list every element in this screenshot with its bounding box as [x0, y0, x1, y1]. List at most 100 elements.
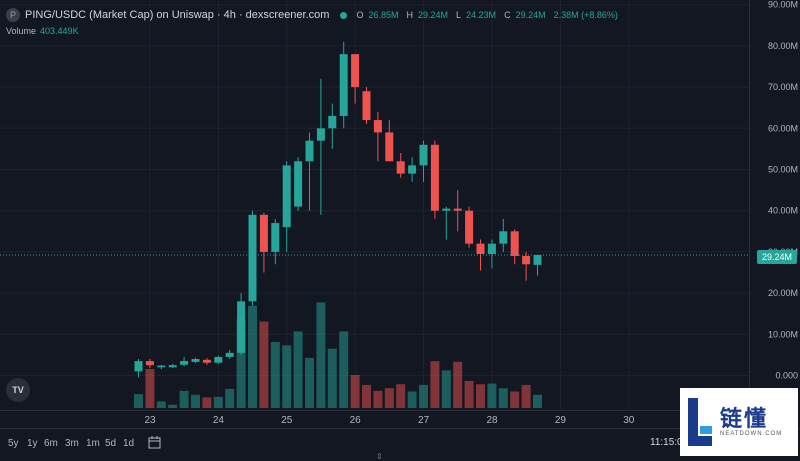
timeframe-1d-button[interactable]: 1d	[123, 438, 135, 449]
time-tick-label: 30	[623, 415, 635, 426]
volume-bar	[145, 369, 155, 408]
volume-bar	[168, 404, 178, 408]
volume-bar	[179, 390, 189, 408]
candle-body	[134, 361, 143, 372]
volume-bar	[419, 384, 428, 408]
time-tick-label: 24	[213, 415, 225, 426]
price-tick-label: 20.00M	[768, 288, 798, 298]
volume-bar	[487, 383, 497, 408]
candle-body	[362, 91, 371, 121]
volume-bar	[305, 357, 314, 408]
token-logo-icon: P	[6, 8, 20, 22]
high-value: 29.24M	[417, 10, 449, 20]
volume-bar	[350, 375, 360, 408]
change-value: 2.38M (+8.86%)	[553, 10, 618, 20]
candles	[134, 41, 542, 378]
price-tick-label: 0.000	[775, 371, 798, 381]
high-label: H	[406, 10, 413, 20]
price-tick-label: 70.00M	[768, 82, 798, 92]
candle-body	[351, 54, 360, 88]
volume-bar	[202, 397, 212, 408]
volume-bar	[521, 384, 531, 408]
timeframe-1m-button[interactable]: 1m	[86, 438, 100, 449]
price-tick-label: 10.00M	[768, 329, 798, 339]
candle-body	[259, 214, 268, 252]
candle-body	[305, 140, 314, 162]
timeframe-3m-button[interactable]: 3m	[65, 438, 79, 449]
candle-body	[225, 352, 234, 357]
price-tick-label: 40.00M	[768, 206, 798, 216]
time-axis[interactable]: 23 24 25 26 27 28 29 30	[0, 410, 749, 428]
volume-bar	[430, 361, 440, 408]
candle-body	[499, 231, 508, 244]
timeframe-1y-button[interactable]: 1y	[27, 438, 38, 449]
volume-bar	[270, 342, 280, 408]
last-price-tag: 29.24M	[757, 250, 797, 264]
volume-bar	[339, 331, 349, 408]
volume-bar	[407, 391, 417, 408]
candle-body	[430, 144, 439, 211]
symbol-title[interactable]: PING/USDC (Market Cap) on Uniswap · 4h ·…	[25, 9, 330, 21]
candle-body	[157, 365, 166, 368]
chart-grid	[0, 0, 749, 410]
price-tick-label: 80.00M	[768, 41, 798, 51]
candle-body	[476, 243, 485, 254]
candle-body	[465, 210, 474, 244]
candle-body	[453, 208, 462, 211]
price-axis-labels: 0.00010.00M20.00M30.00M40.00M50.00M60.00…	[768, 0, 798, 381]
watermark-site: NEATDOWN.COM	[720, 431, 783, 437]
volume-bar	[441, 370, 451, 408]
timeframe-5d-button[interactable]: 5d	[105, 438, 117, 449]
volume-bars	[134, 302, 542, 408]
low-value: 24.23M	[466, 10, 497, 20]
utc-clock[interactable]: 11:15:0	[650, 437, 683, 448]
candle-body	[316, 128, 325, 141]
volume-bar	[373, 390, 383, 408]
date-range-calendar-icon[interactable]	[147, 435, 163, 451]
volume-label: Volume	[6, 26, 37, 36]
volume-bar	[156, 401, 166, 408]
candle-body	[248, 214, 257, 302]
candle-body	[442, 208, 451, 211]
candle-body	[168, 365, 177, 368]
low-label: L	[456, 10, 462, 20]
candle-body	[237, 301, 246, 353]
volume-bar	[453, 361, 463, 408]
candle-body	[191, 359, 200, 362]
candle-body	[487, 243, 496, 254]
neatdown-logo-icon	[688, 398, 712, 446]
volume-bar	[362, 384, 371, 408]
volume-bar	[327, 348, 337, 408]
watermark-brand: 链懂	[720, 406, 769, 431]
candle-body	[328, 115, 337, 129]
volume-bar	[236, 318, 246, 408]
price-tick-label: 60.00M	[768, 123, 798, 133]
time-tick-label: 23	[144, 415, 156, 426]
volume-bar	[225, 388, 235, 408]
time-tick-label: 26	[350, 415, 362, 426]
volume-bar	[498, 388, 508, 408]
candle-body	[522, 256, 531, 265]
candle-body	[510, 231, 519, 257]
tradingview-logo-icon[interactable]: TV	[6, 378, 30, 402]
volume-bar	[464, 380, 474, 408]
timeframe-5y-button[interactable]: 5y	[8, 438, 19, 449]
neatdown-watermark: 链懂 NEATDOWN.COM	[680, 388, 798, 456]
candle-body	[282, 165, 291, 228]
candle-body	[145, 361, 154, 366]
volume-bar	[476, 384, 485, 408]
timeframe-6m-button[interactable]: 6m	[44, 438, 58, 449]
candle-body	[419, 144, 428, 166]
volume-bar	[533, 394, 542, 408]
volume-bar	[259, 321, 269, 408]
pane-resize-handle-icon[interactable]: ⇕	[376, 452, 383, 461]
volume-bar	[293, 331, 303, 408]
price-axis[interactable]: 0.00010.00M20.00M30.00M40.00M50.00M60.00…	[749, 0, 800, 410]
time-tick-label: 27	[418, 415, 430, 426]
open-value: 26.85M	[368, 10, 399, 20]
price-tick-label: 50.00M	[768, 165, 798, 175]
candle-body	[373, 120, 382, 133]
candle-body	[408, 165, 417, 174]
candle-body	[271, 223, 280, 252]
